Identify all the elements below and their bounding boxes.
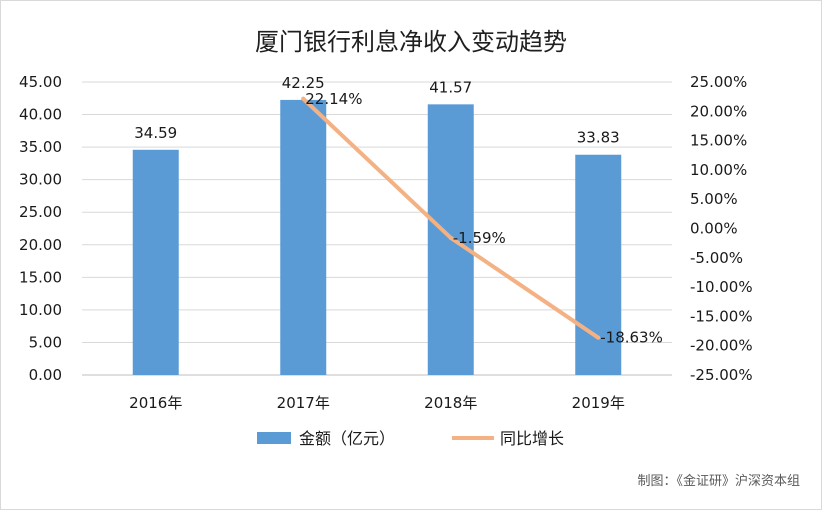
y-right-tick-label: -5.00%	[690, 249, 743, 267]
x-axis-ticks: 2016年 2017年 2018年 2019年	[129, 394, 625, 412]
bar-value-label: 42.25	[282, 74, 325, 92]
y-right-tick-label: -10.00%	[690, 278, 753, 296]
growth-value-label: -1.59%	[453, 229, 506, 247]
legend-bar-label: 金额（亿元）	[299, 429, 395, 448]
x-tick-label: 2018年	[424, 394, 477, 412]
bar-value-label: 41.57	[429, 78, 472, 96]
y-right-tick-label: 15.00%	[690, 132, 747, 150]
credit-text: 制图：《金证研》沪深资本组	[637, 474, 800, 489]
y-left-tick-label: 25.00	[19, 203, 62, 221]
chart-title: 厦门银行利息净收入变动趋势	[255, 28, 567, 56]
gridlines	[82, 81, 672, 376]
bar-value-label: 34.59	[134, 124, 177, 142]
data-labels: 34.59 42.25 41.57 33.83 22.14% -1.59% -18.63%	[134, 74, 663, 347]
x-tick-label: 2019年	[572, 394, 625, 412]
y-left-tick-label: 40.00	[19, 106, 62, 124]
growth-value-label: 22.14%	[305, 90, 362, 108]
y-left-tick-label: 30.00	[19, 171, 62, 189]
y-axis-right-ticks: -25.00% -20.00% -15.00% -10.00% -5.00% 0.00% 5…	[690, 73, 753, 384]
x-tick-label: 2016年	[129, 394, 182, 412]
y-left-tick-label: 35.00	[19, 138, 62, 156]
growth-point	[301, 96, 306, 101]
bar	[280, 99, 327, 376]
y-right-tick-label: -20.00%	[690, 337, 753, 355]
y-right-tick-label: -25.00%	[690, 366, 753, 384]
y-axis-left-ticks: 0.00 5.00 10.00 15.00 20.00 25.00 30.00 35.00 40…	[19, 73, 62, 384]
y-right-tick-label: 20.00%	[690, 102, 747, 120]
bar-value-label: 33.83	[577, 129, 620, 147]
y-left-tick-label: 15.00	[19, 268, 62, 286]
y-right-tick-label: 10.00%	[690, 161, 747, 179]
growth-value-label: -18.63%	[600, 329, 663, 347]
legend-line-label: 同比增长	[500, 429, 564, 448]
legend-bar-swatch	[257, 432, 291, 444]
x-tick-label: 2017年	[277, 394, 330, 412]
line-series	[301, 96, 601, 340]
y-right-tick-label: -15.00%	[690, 307, 753, 325]
bar-series	[132, 99, 622, 376]
bar	[132, 149, 179, 375]
y-left-tick-label: 45.00	[19, 73, 62, 91]
growth-point	[596, 335, 601, 340]
y-right-tick-label: 25.00%	[690, 73, 747, 91]
y-right-tick-label: 0.00%	[690, 220, 738, 238]
y-left-tick-label: 10.00	[19, 301, 62, 319]
y-left-tick-label: 20.00	[19, 236, 62, 254]
y-right-tick-label: 5.00%	[690, 190, 738, 208]
y-left-tick-label: 0.00	[29, 366, 62, 384]
growth-point	[448, 235, 453, 240]
legend: 金额（亿元） 同比增长	[257, 429, 564, 448]
y-left-tick-label: 5.00	[29, 333, 62, 351]
